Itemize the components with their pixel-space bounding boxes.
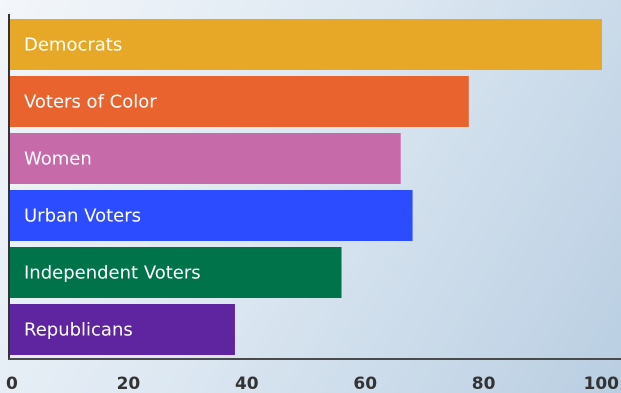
x-tick-label: 0	[6, 374, 18, 393]
x-tick-label: 100	[584, 374, 620, 393]
bar-label-republicans: Republicans	[24, 320, 133, 341]
bar-label-democrats: Democrats	[24, 35, 122, 56]
bar-women	[10, 133, 401, 184]
bar-label-independent-voters: Independent Voters	[24, 263, 201, 284]
x-tick-label: 60	[353, 374, 377, 393]
axes-group	[8, 14, 621, 360]
bar-democrats	[10, 19, 602, 70]
bars-group: Democrats Voters of Color Women Urban Voter…	[10, 19, 602, 355]
bar-voters-of-color	[10, 76, 469, 127]
bar-label-voters-of-color: Voters of Color	[24, 92, 157, 113]
x-tick-label: 80	[472, 374, 496, 393]
x-tick-label: 20	[117, 374, 141, 393]
bar-republicans	[10, 304, 235, 355]
bar-label-urban-voters: Urban Voters	[24, 206, 141, 227]
bar-independent-voters	[10, 247, 342, 298]
x-tick-label: 40	[235, 374, 259, 393]
bar-label-women: Women	[24, 149, 92, 170]
x-tick-labels: 0 20 40 60 80 100	[6, 374, 619, 393]
bar-urban-voters	[10, 190, 413, 241]
